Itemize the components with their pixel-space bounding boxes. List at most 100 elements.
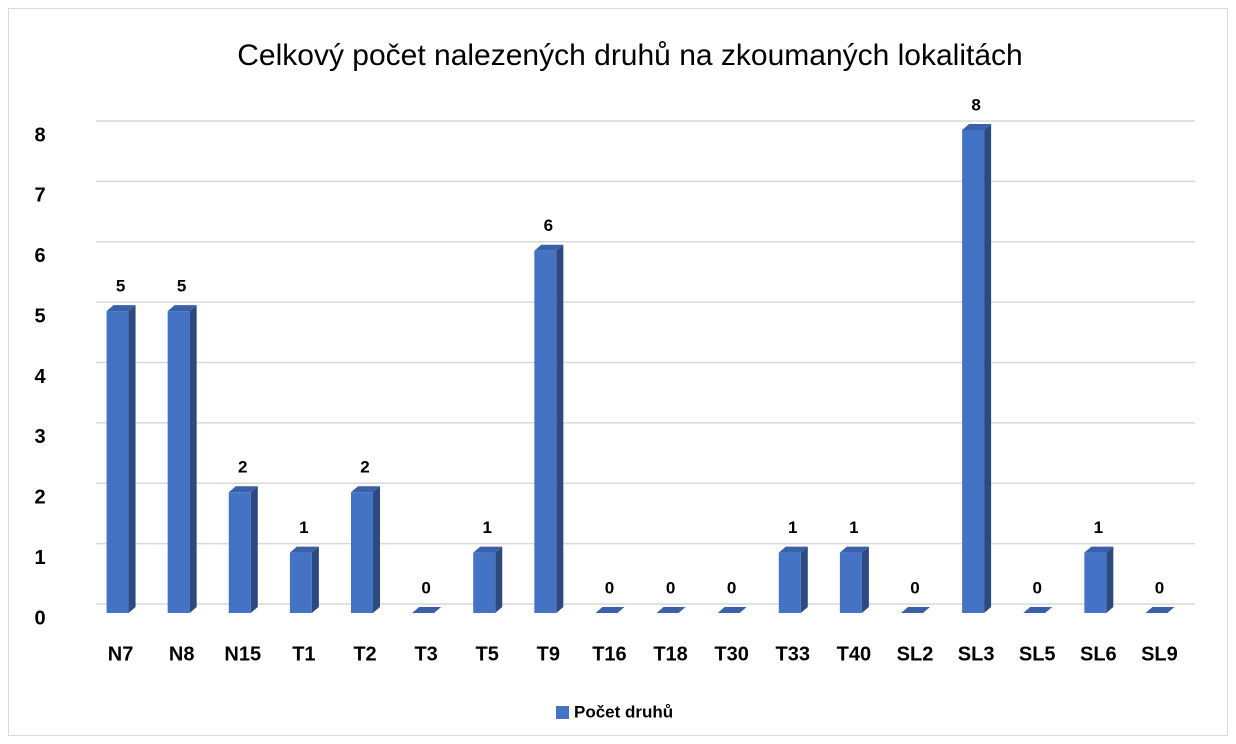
x-tick-label: T5	[476, 643, 499, 665]
bar-top	[778, 546, 808, 553]
bar-side	[189, 305, 197, 613]
y-tick-label: 7	[34, 185, 45, 207]
bar-side	[1106, 546, 1114, 613]
value-label: 2	[360, 458, 369, 477]
bar-top	[1023, 607, 1053, 613]
y-tick-label: 0	[34, 607, 45, 629]
x-tick-label: SL2	[897, 643, 934, 665]
bar-top	[473, 546, 503, 553]
bar-side	[250, 486, 258, 613]
x-tick-label: SL3	[958, 643, 995, 665]
bar-front	[1084, 552, 1107, 613]
bar-top	[717, 607, 747, 613]
bar	[106, 305, 136, 613]
chart-border	[8, 8, 1228, 736]
bar-front	[167, 311, 190, 613]
bar	[901, 607, 930, 613]
bar-top	[289, 546, 319, 553]
bar-top	[901, 607, 930, 613]
value-label: 2	[238, 458, 247, 477]
value-label: 1	[788, 518, 797, 537]
value-label: 6	[544, 216, 553, 235]
bar-side	[556, 244, 564, 613]
x-tick-label: T33	[776, 643, 810, 665]
value-label: 5	[177, 277, 186, 296]
bar-top	[839, 546, 869, 553]
bar-top	[1084, 546, 1114, 553]
bar-top	[656, 607, 686, 613]
bar-top	[534, 244, 564, 251]
x-tick-label: N15	[224, 643, 261, 665]
y-tick-label: 2	[34, 487, 45, 509]
x-tick-label: T1	[292, 643, 315, 665]
bar-front	[534, 250, 557, 613]
value-label: 0	[910, 578, 919, 597]
value-label: 0	[421, 578, 430, 597]
value-label: 0	[605, 578, 614, 597]
bar	[717, 607, 747, 613]
bar-top	[106, 305, 136, 312]
bar-side	[984, 124, 992, 613]
bar	[839, 546, 869, 613]
bar	[1084, 546, 1114, 613]
x-tick-label: SL9	[1141, 643, 1178, 665]
value-label: 8	[971, 95, 980, 114]
y-tick-label: 4	[34, 366, 46, 388]
bar	[534, 244, 564, 613]
value-label: 1	[299, 518, 308, 537]
x-tick-label: T9	[537, 643, 560, 665]
bar	[412, 607, 442, 613]
bar-front	[962, 130, 985, 613]
bar-front	[106, 311, 129, 613]
x-tick-label: N8	[169, 643, 195, 665]
legend-label: Počet druhů	[574, 702, 673, 721]
value-label: 1	[849, 518, 858, 537]
bar	[167, 305, 197, 613]
y-tick-label: 8	[34, 124, 45, 146]
value-label: 0	[1155, 578, 1164, 597]
bar-top	[1145, 607, 1175, 613]
x-tick-label: T2	[353, 643, 376, 665]
value-label: 5	[116, 277, 125, 296]
value-label: 0	[666, 578, 675, 597]
bar-side	[495, 546, 503, 613]
x-tick-label: T16	[592, 643, 626, 665]
value-label: 1	[482, 518, 491, 537]
bar	[778, 546, 808, 613]
value-label: 1	[1094, 518, 1103, 537]
bar-side	[311, 546, 319, 613]
x-tick-label: T30	[714, 643, 748, 665]
bar-front	[778, 552, 801, 613]
bar-top	[962, 124, 992, 130]
chart-title: Celkový počet nalezených druhů na zkouma…	[237, 39, 1022, 72]
bar-top	[595, 607, 625, 613]
bar-side	[861, 546, 869, 613]
bar	[473, 546, 503, 613]
bar-top	[167, 305, 197, 312]
bar	[1145, 607, 1175, 613]
value-label: 0	[727, 578, 736, 597]
x-tick-label: T3	[414, 643, 437, 665]
y-tick-label: 6	[34, 245, 45, 267]
bar	[351, 486, 380, 613]
bar-top	[412, 607, 442, 613]
bar-side	[128, 305, 136, 613]
bar-front	[351, 492, 373, 613]
bar-front	[228, 492, 251, 613]
x-tick-label: T18	[653, 643, 687, 665]
y-tick-label: 5	[34, 305, 45, 327]
bar	[289, 546, 319, 613]
bar	[1023, 607, 1053, 613]
y-tick-label: 1	[34, 547, 45, 569]
value-label: 0	[1032, 578, 1041, 597]
bar-side	[800, 546, 808, 613]
bar	[656, 607, 686, 613]
x-tick-label: SL6	[1080, 643, 1117, 665]
bar	[595, 607, 625, 613]
bar-top	[228, 486, 258, 493]
bar-top	[351, 486, 380, 493]
bar-front	[839, 552, 862, 613]
bar	[228, 486, 258, 613]
x-tick-label: N7	[108, 643, 134, 665]
